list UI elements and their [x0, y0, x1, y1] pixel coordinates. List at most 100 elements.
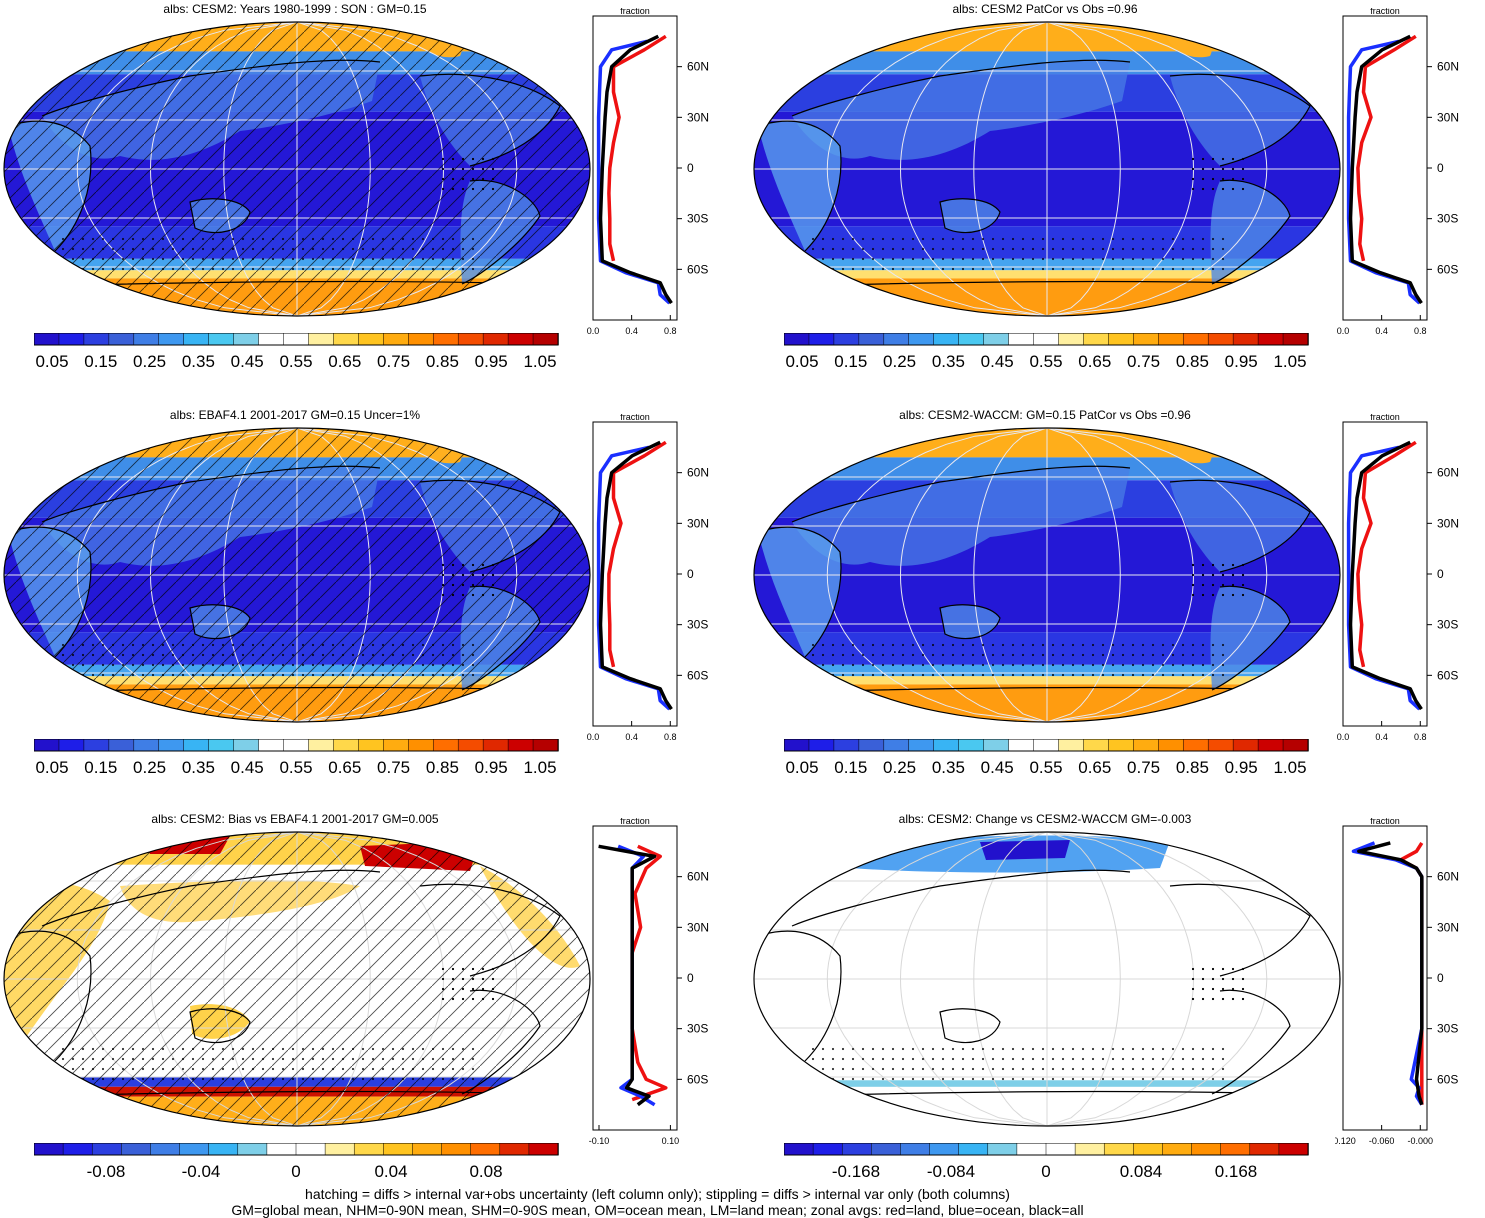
colorbar-swatch [333, 739, 360, 752]
colorbar-label: 0.75 [1127, 352, 1160, 371]
colorbar-swatch [1232, 739, 1259, 752]
zonal-average-plot: fraction 60N 30N 0 30S 60S 0.0 0.4 0.8 [1337, 414, 1459, 742]
lat-tick-label: 0 [687, 971, 694, 985]
colorbar-swatch [507, 739, 534, 752]
zonal-line-all [598, 34, 673, 305]
colorbar-swatch [179, 1143, 210, 1156]
africa-land [758, 121, 841, 252]
colorbar-label: -0.168 [832, 1162, 880, 1181]
lat-tick-label: 0 [1437, 971, 1444, 985]
x-tick-label: -0.060 [1369, 1136, 1395, 1146]
colorbar-label: 1.05 [1273, 758, 1306, 777]
colorbar-label: 0.95 [1225, 758, 1258, 777]
colorbar-label: 0 [291, 1162, 300, 1181]
colorbar-swatch [528, 1143, 559, 1156]
eurasia-land [792, 466, 1130, 566]
colorbar-label: 0.05 [35, 352, 68, 371]
colorbar-swatch [499, 1143, 530, 1156]
zonal-line-ocean [1346, 39, 1421, 305]
colorbar-swatch [833, 739, 860, 752]
colorbar-label: 0.15 [834, 352, 867, 371]
colorbar-label: 0.15 [834, 758, 867, 777]
colorbar-label: 0.85 [1176, 758, 1209, 777]
panel-title: albs: CESM2: Years 1980-1999 : SON : GM=… [163, 2, 427, 16]
stippling-overlay [440, 562, 500, 602]
colorbar-swatch [1033, 739, 1060, 752]
colorbar-label: 0.45 [981, 352, 1014, 371]
colorbar-swatch [532, 333, 559, 346]
x-tick-label: 0.8 [664, 326, 677, 336]
colorbar-label: 0.05 [785, 352, 818, 371]
colorbar-swatch [958, 333, 985, 346]
colorbar-swatch [983, 333, 1010, 346]
colorbar-label: 0.08 [469, 1162, 502, 1181]
colorbar-swatch [91, 1143, 123, 1156]
panel-title: albs: CESM2: Bias vs EBAF4.1 2001-2017 G… [151, 812, 439, 826]
colorbar-swatch [358, 333, 385, 346]
map-outline [3, 21, 591, 317]
colorbar-swatch [1133, 739, 1160, 752]
colorbar-label: 0.05 [785, 758, 818, 777]
panel-title: albs: CESM2 PatCor vs Obs =0.96 [952, 2, 1138, 16]
lat-tick-label: 60N [1437, 60, 1459, 74]
footer-note-legend: GM=global mean, NHM=0-90N mean, SHM=0-90… [231, 1202, 1084, 1218]
colorbar-swatch [83, 333, 110, 346]
colorbar-swatch [482, 333, 509, 346]
colorbar-swatch [233, 333, 260, 346]
x-tick-label: 0.10 [662, 1136, 680, 1146]
lat-tick-label: 30N [1437, 110, 1459, 124]
colorbar-frame [784, 739, 1309, 752]
colorbar-label: 0.168 [1215, 1162, 1258, 1181]
colorbar-swatch [283, 739, 310, 752]
colorbar-label: 0.04 [374, 1162, 407, 1181]
zonal-frame [592, 825, 678, 1131]
colorbar-swatch [812, 1143, 843, 1156]
colorbar-swatch [1207, 333, 1234, 346]
colorbar-swatch [1045, 1143, 1076, 1156]
colorbar-swatch [208, 333, 235, 346]
colorbar-label: 0.25 [883, 352, 916, 371]
colorbar-label: 0.25 [133, 758, 166, 777]
lat-tick-label: 60N [687, 466, 709, 480]
colorbar: 0.05 0.15 0.25 0.35 0.45 0.55 0.65 0.75 0.85 0.95… [34, 333, 559, 371]
zonal-line-all [1348, 34, 1423, 305]
colorbar-label: 0 [1041, 1162, 1050, 1181]
colorbar-swatch [58, 739, 85, 752]
lat-tick-label: 60S [1437, 262, 1458, 276]
colorbar-label: 0.25 [133, 352, 166, 371]
zonal-line-all [598, 440, 673, 711]
world-map [3, 831, 591, 1127]
colorbar-label: 0.75 [377, 758, 410, 777]
colorbar-swatch [266, 1143, 297, 1156]
colorbar-swatch [482, 739, 509, 752]
lat-tick-label: 60N [1437, 870, 1459, 884]
lat-tick-label: 60N [687, 870, 709, 884]
colorbar-swatch [1008, 333, 1035, 346]
colorbar-label: 0.85 [426, 758, 459, 777]
lat-tick-label: 30N [1437, 920, 1459, 934]
colorbar: 0.05 0.15 0.25 0.35 0.45 0.55 0.65 0.75 0.85 0.95… [34, 739, 559, 777]
map-outline [3, 831, 591, 1127]
stippling-overlay [810, 642, 1230, 682]
panel-title: albs: EBAF4.1 2001-2017 GM=0.15 Uncer=1% [169, 408, 421, 422]
map-outline [753, 831, 1341, 1127]
zonal-average-plot: fraction 60N 30N 0 30S 60S 0.0 0.4 0.8 [1337, 8, 1459, 336]
colorbar-frame [784, 1143, 1309, 1156]
colorbar-swatch [1058, 333, 1085, 346]
colorbar-frame [784, 333, 1309, 346]
zonal-line-land [1356, 440, 1417, 668]
colorbar-swatch [1083, 333, 1110, 346]
zonal-axis-title: fraction [620, 8, 650, 16]
colorbar-swatch [121, 1143, 152, 1156]
colorbar-swatch [784, 333, 810, 346]
colorbar-swatch [1249, 1143, 1280, 1156]
colorbar-swatch [1232, 333, 1259, 346]
colorbar-swatch [158, 739, 185, 752]
zonal-axis-title: fraction [1370, 818, 1400, 826]
colorbar-swatch [784, 739, 810, 752]
colorbar-swatch [133, 333, 160, 346]
colorbar-swatch [1108, 333, 1135, 346]
colorbar-swatch [1282, 739, 1309, 752]
colorbar-swatch [308, 739, 335, 752]
colorbar-swatch [1282, 333, 1309, 346]
